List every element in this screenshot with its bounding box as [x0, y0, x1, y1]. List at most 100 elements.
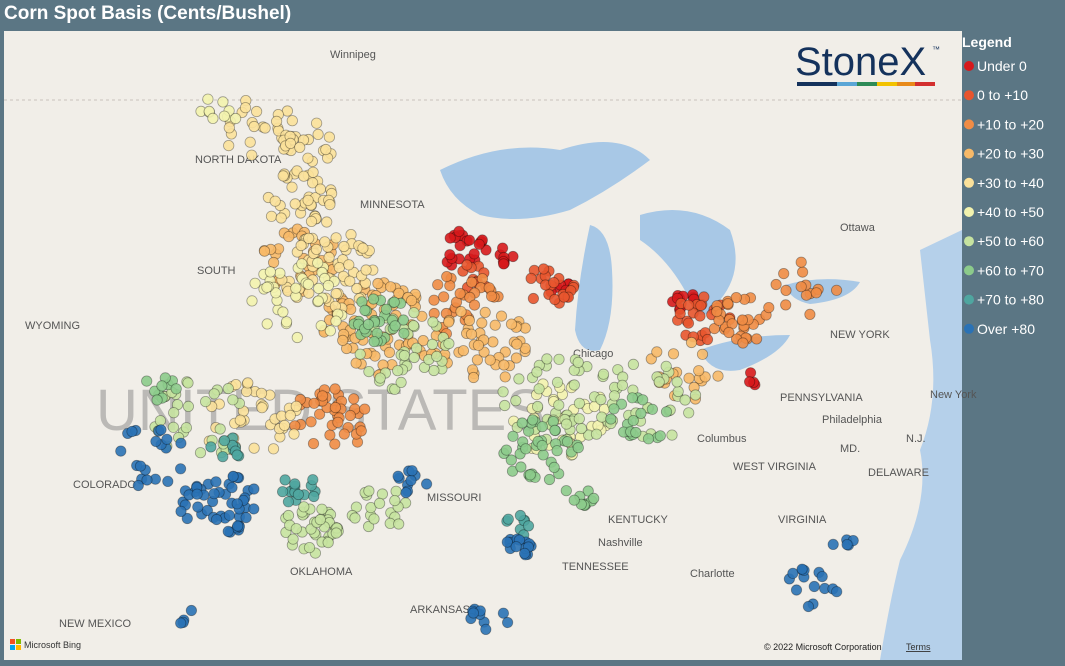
basis-dot	[222, 382, 234, 395]
basis-dot	[255, 387, 268, 399]
basis-dot	[743, 376, 756, 388]
basis-dot	[350, 357, 362, 369]
lake	[575, 225, 613, 351]
legend-label[interactable]: 0 to +10	[977, 87, 1028, 103]
map-label: NEW YORK	[830, 329, 890, 341]
basis-dot	[232, 520, 244, 532]
basis-dot	[305, 416, 317, 428]
legend-label[interactable]: +40 to +50	[977, 204, 1044, 220]
basis-dot	[400, 487, 412, 499]
basis-dot	[533, 383, 545, 395]
basis-dot	[359, 403, 371, 415]
basis-dot	[560, 485, 572, 497]
basis-dot	[324, 199, 336, 211]
basis-dot	[408, 351, 420, 364]
basis-dot	[548, 276, 560, 289]
basis-dot	[485, 290, 498, 302]
basis-dot	[337, 334, 349, 346]
basis-dot	[244, 136, 256, 148]
basis-dot	[468, 248, 480, 260]
basis-dot	[454, 240, 466, 252]
map-label: Winnipeg	[330, 49, 376, 61]
basis-dot	[427, 316, 439, 328]
basis-dot	[227, 470, 239, 482]
basis-dot	[249, 277, 261, 289]
basis-dot	[553, 353, 565, 365]
basis-dot	[830, 284, 843, 296]
legend-label[interactable]: Over +80	[977, 321, 1035, 337]
basis-dot	[770, 278, 782, 291]
legend-label[interactable]: +30 to +40	[977, 175, 1044, 191]
basis-dot	[480, 623, 492, 636]
basis-dot	[736, 314, 749, 326]
legend-label[interactable]: Under 0	[977, 58, 1027, 74]
legend-label[interactable]: +20 to +30	[977, 146, 1044, 162]
basis-dot	[277, 306, 289, 318]
basis-dot	[737, 337, 749, 349]
basis-dot	[420, 478, 433, 490]
basis-dot	[313, 408, 326, 420]
basis-dot	[307, 474, 319, 486]
basis-dot	[155, 424, 167, 436]
basis-dot	[472, 339, 484, 351]
basis-dot	[275, 212, 287, 224]
basis-dot	[330, 527, 342, 539]
basis-dot	[298, 170, 310, 182]
basis-dot	[191, 488, 203, 500]
basis-dot	[558, 291, 570, 303]
basis-dot	[510, 541, 522, 553]
basis-dot	[514, 509, 527, 522]
basis-dot	[161, 433, 173, 445]
basis-dot	[175, 617, 187, 629]
basis-dot	[674, 307, 686, 320]
basis-dot	[500, 444, 512, 456]
basis-dot	[388, 296, 400, 308]
basis-dot	[363, 365, 375, 378]
basis-dot	[595, 393, 607, 406]
basis-dot	[568, 379, 580, 391]
basis-dot	[444, 249, 456, 261]
basis-dot	[303, 541, 316, 554]
basis-dot	[465, 328, 478, 340]
basis-dot	[211, 513, 223, 526]
legend-label[interactable]: +60 to +70	[977, 262, 1044, 278]
basis-dot	[156, 380, 168, 392]
basis-dot	[312, 257, 324, 269]
basis-dot	[338, 240, 350, 253]
basis-dot	[368, 335, 380, 348]
basis-dot	[478, 346, 490, 358]
legend-label[interactable]: +10 to +20	[977, 116, 1044, 132]
basis-dot	[510, 395, 522, 407]
basis-dot	[630, 426, 642, 439]
basis-dot	[515, 461, 527, 473]
terms-link[interactable]: Terms	[906, 642, 931, 652]
basis-dot	[287, 533, 299, 545]
basis-dot	[194, 447, 207, 459]
basis-dot	[180, 422, 192, 434]
basis-dot	[524, 469, 536, 481]
map-label: Columbus	[697, 433, 747, 445]
basis-dot	[307, 166, 319, 178]
basis-dot	[499, 399, 511, 412]
logo-bar	[857, 82, 877, 86]
basis-dot	[175, 505, 187, 517]
basis-dot	[506, 465, 519, 477]
basis-dot	[454, 287, 466, 300]
basis-dot	[389, 494, 401, 507]
basis-dot	[303, 232, 315, 244]
basis-dot	[461, 259, 473, 271]
basis-dot	[408, 307, 420, 319]
basis-dot	[712, 370, 724, 382]
basis-dot	[267, 443, 280, 455]
basis-dot	[208, 488, 220, 500]
basis-dot	[292, 488, 304, 501]
basis-dot	[763, 301, 775, 314]
basis-dot	[410, 342, 423, 354]
basis-dot	[441, 270, 453, 283]
legend-label[interactable]: +70 to +80	[977, 292, 1044, 308]
legend-label[interactable]: +50 to +60	[977, 233, 1044, 249]
basis-dot	[682, 317, 695, 329]
basis-dot	[496, 242, 509, 254]
basis-dot	[463, 314, 475, 327]
basis-dot	[730, 291, 742, 304]
